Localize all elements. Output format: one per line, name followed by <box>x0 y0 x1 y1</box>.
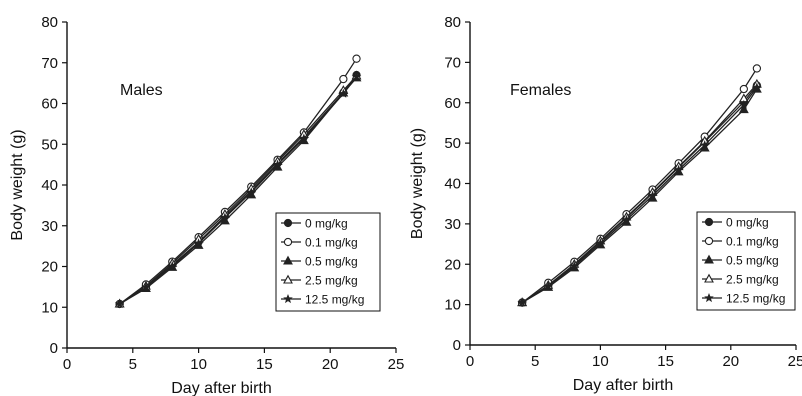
data-point-0-1-mg-kg <box>339 74 348 84</box>
x-tick-label: 20 <box>322 356 339 373</box>
data-point-12-5-mg-kg <box>193 238 204 248</box>
x-tick-label: 15 <box>256 356 273 373</box>
data-point-12-5-mg-kg <box>621 214 632 224</box>
series-line-2-5-mg-kg <box>521 83 758 304</box>
data-point-12-5-mg-kg <box>569 261 580 271</box>
legend-label: 0.1 mg/kg <box>726 235 779 249</box>
data-point-0-1-mg-kg <box>739 84 748 94</box>
y-tick-label: 80 <box>41 14 58 31</box>
data-point-12-5-mg-kg <box>543 281 554 291</box>
series-line-0-1-mg-kg <box>521 68 758 304</box>
data-point-12-5-mg-kg <box>272 159 283 169</box>
legend-marker-2-5-mg-kg <box>704 273 714 283</box>
legend-marker-2-5-mg-kg <box>283 274 293 284</box>
y-tick-label: 60 <box>444 95 461 112</box>
data-point-0-1-mg-kg <box>752 64 762 73</box>
data-point-12-5-mg-kg <box>114 298 125 309</box>
legend-marker-0-1-mg-kg <box>704 236 714 246</box>
x-tick-label: 5 <box>129 356 137 373</box>
x-axis-label: Day after birth <box>573 377 673 394</box>
panel-title: Females <box>510 82 571 99</box>
legend-label: 0.5 mg/kg <box>305 255 358 269</box>
x-axis-label: Day after birth <box>171 380 271 396</box>
y-tick-label: 40 <box>41 177 58 194</box>
legend-label: 0.5 mg/kg <box>726 254 779 268</box>
data-point-12-5-mg-kg <box>595 238 606 248</box>
legend-label: 0 mg/kg <box>726 216 769 230</box>
x-tick-label: 20 <box>722 353 739 370</box>
legend-box <box>275 212 381 312</box>
data-point-0-5-mg-kg <box>738 104 749 114</box>
legend-marker-12-5-mg-kg <box>704 292 714 303</box>
panel-title: Males <box>120 82 163 99</box>
x-tick-label: 0 <box>63 356 71 373</box>
data-point-0-1-mg-kg <box>352 54 361 63</box>
data-point-12-5-mg-kg <box>699 140 710 150</box>
y-tick-label: 80 <box>444 14 461 31</box>
data-point-12-5-mg-kg <box>220 212 230 222</box>
legend-marker-12-5-mg-kg <box>283 293 293 304</box>
x-tick-label: 15 <box>657 353 674 370</box>
data-point-12-5-mg-kg <box>517 297 527 307</box>
y-tick-label: 40 <box>444 176 461 193</box>
x-tick-label: 0 <box>466 353 474 370</box>
legend: 0 mg/kg 0.1 mg/kg 0.5 mg/kg 2.5 mg/kg 12.5 m… <box>696 211 796 311</box>
y-tick-label: 10 <box>41 299 58 316</box>
legend-label: 12.5 mg/kg <box>726 292 785 306</box>
y-tick-label: 50 <box>41 136 58 153</box>
legend-marker-0-5-mg-kg <box>704 254 714 264</box>
y-tick-label: 60 <box>41 96 58 113</box>
legend-box <box>696 211 796 311</box>
x-tick-label: 10 <box>592 353 609 370</box>
series-line-0-5-mg-kg <box>521 88 758 304</box>
data-point-12-5-mg-kg <box>338 88 349 98</box>
data-point-12-5-mg-kg <box>647 190 658 200</box>
legend-label: 2.5 mg/kg <box>305 274 358 288</box>
legend-label: 2.5 mg/kg <box>726 273 779 287</box>
data-point-12-5-mg-kg <box>246 187 257 197</box>
y-tick-label: 70 <box>444 54 461 71</box>
legend-marker-0-mg-kg <box>704 217 714 227</box>
legend-label: 0.1 mg/kg <box>305 236 358 250</box>
legend-marker-0-5-mg-kg <box>283 255 293 265</box>
data-point-12-5-mg-kg <box>739 99 749 109</box>
y-tick-label: 0 <box>453 337 461 354</box>
series-line-12-5-mg-kg <box>521 87 758 304</box>
legend-label: 12.5 mg/kg <box>305 293 364 307</box>
legend-label: 0 mg/kg <box>305 217 348 231</box>
x-tick-label: 25 <box>388 356 405 373</box>
legend-marker-0-1-mg-kg <box>283 237 293 247</box>
y-axis-label: Body weight (g) <box>409 128 426 239</box>
x-tick-label: 10 <box>190 356 207 373</box>
males-panel: 0 5 10 15 20 25 0 10 20 30 40 50 60 70 80 Day after bir… <box>9 14 404 396</box>
y-axis-label: Body weight (g) <box>9 129 26 240</box>
y-tick-label: 50 <box>444 135 461 152</box>
y-tick-label: 10 <box>444 297 461 314</box>
y-tick-label: 20 <box>444 256 461 273</box>
legend-marker-0-mg-kg <box>283 218 293 228</box>
data-point-12-5-mg-kg <box>673 164 684 174</box>
y-tick-label: 0 <box>50 340 58 357</box>
x-tick-label: 5 <box>531 353 539 370</box>
data-point-12-5-mg-kg <box>351 71 362 81</box>
data-point-12-5-mg-kg <box>167 261 178 271</box>
y-tick-label: 20 <box>41 259 58 276</box>
data-point-12-5-mg-kg <box>299 133 309 143</box>
females-panel: 0 5 10 15 20 25 0 10 20 30 40 50 60 70 80 Day after bir… <box>409 14 802 394</box>
y-tick-label: 30 <box>41 218 58 235</box>
legend: 0 mg/kg 0.1 mg/kg 0.5 mg/kg 2.5 mg/kg 12.5 m… <box>275 212 381 312</box>
data-point-12-5-mg-kg <box>752 82 762 92</box>
series-line-12-5-mg-kg <box>119 76 358 305</box>
x-tick-label: 25 <box>788 353 802 370</box>
series-line-0-1-mg-kg <box>119 58 358 305</box>
data-point-12-5-mg-kg <box>141 282 151 292</box>
y-tick-label: 70 <box>41 55 58 72</box>
y-tick-label: 30 <box>444 216 461 233</box>
series-line-2-5-mg-kg <box>119 75 358 305</box>
